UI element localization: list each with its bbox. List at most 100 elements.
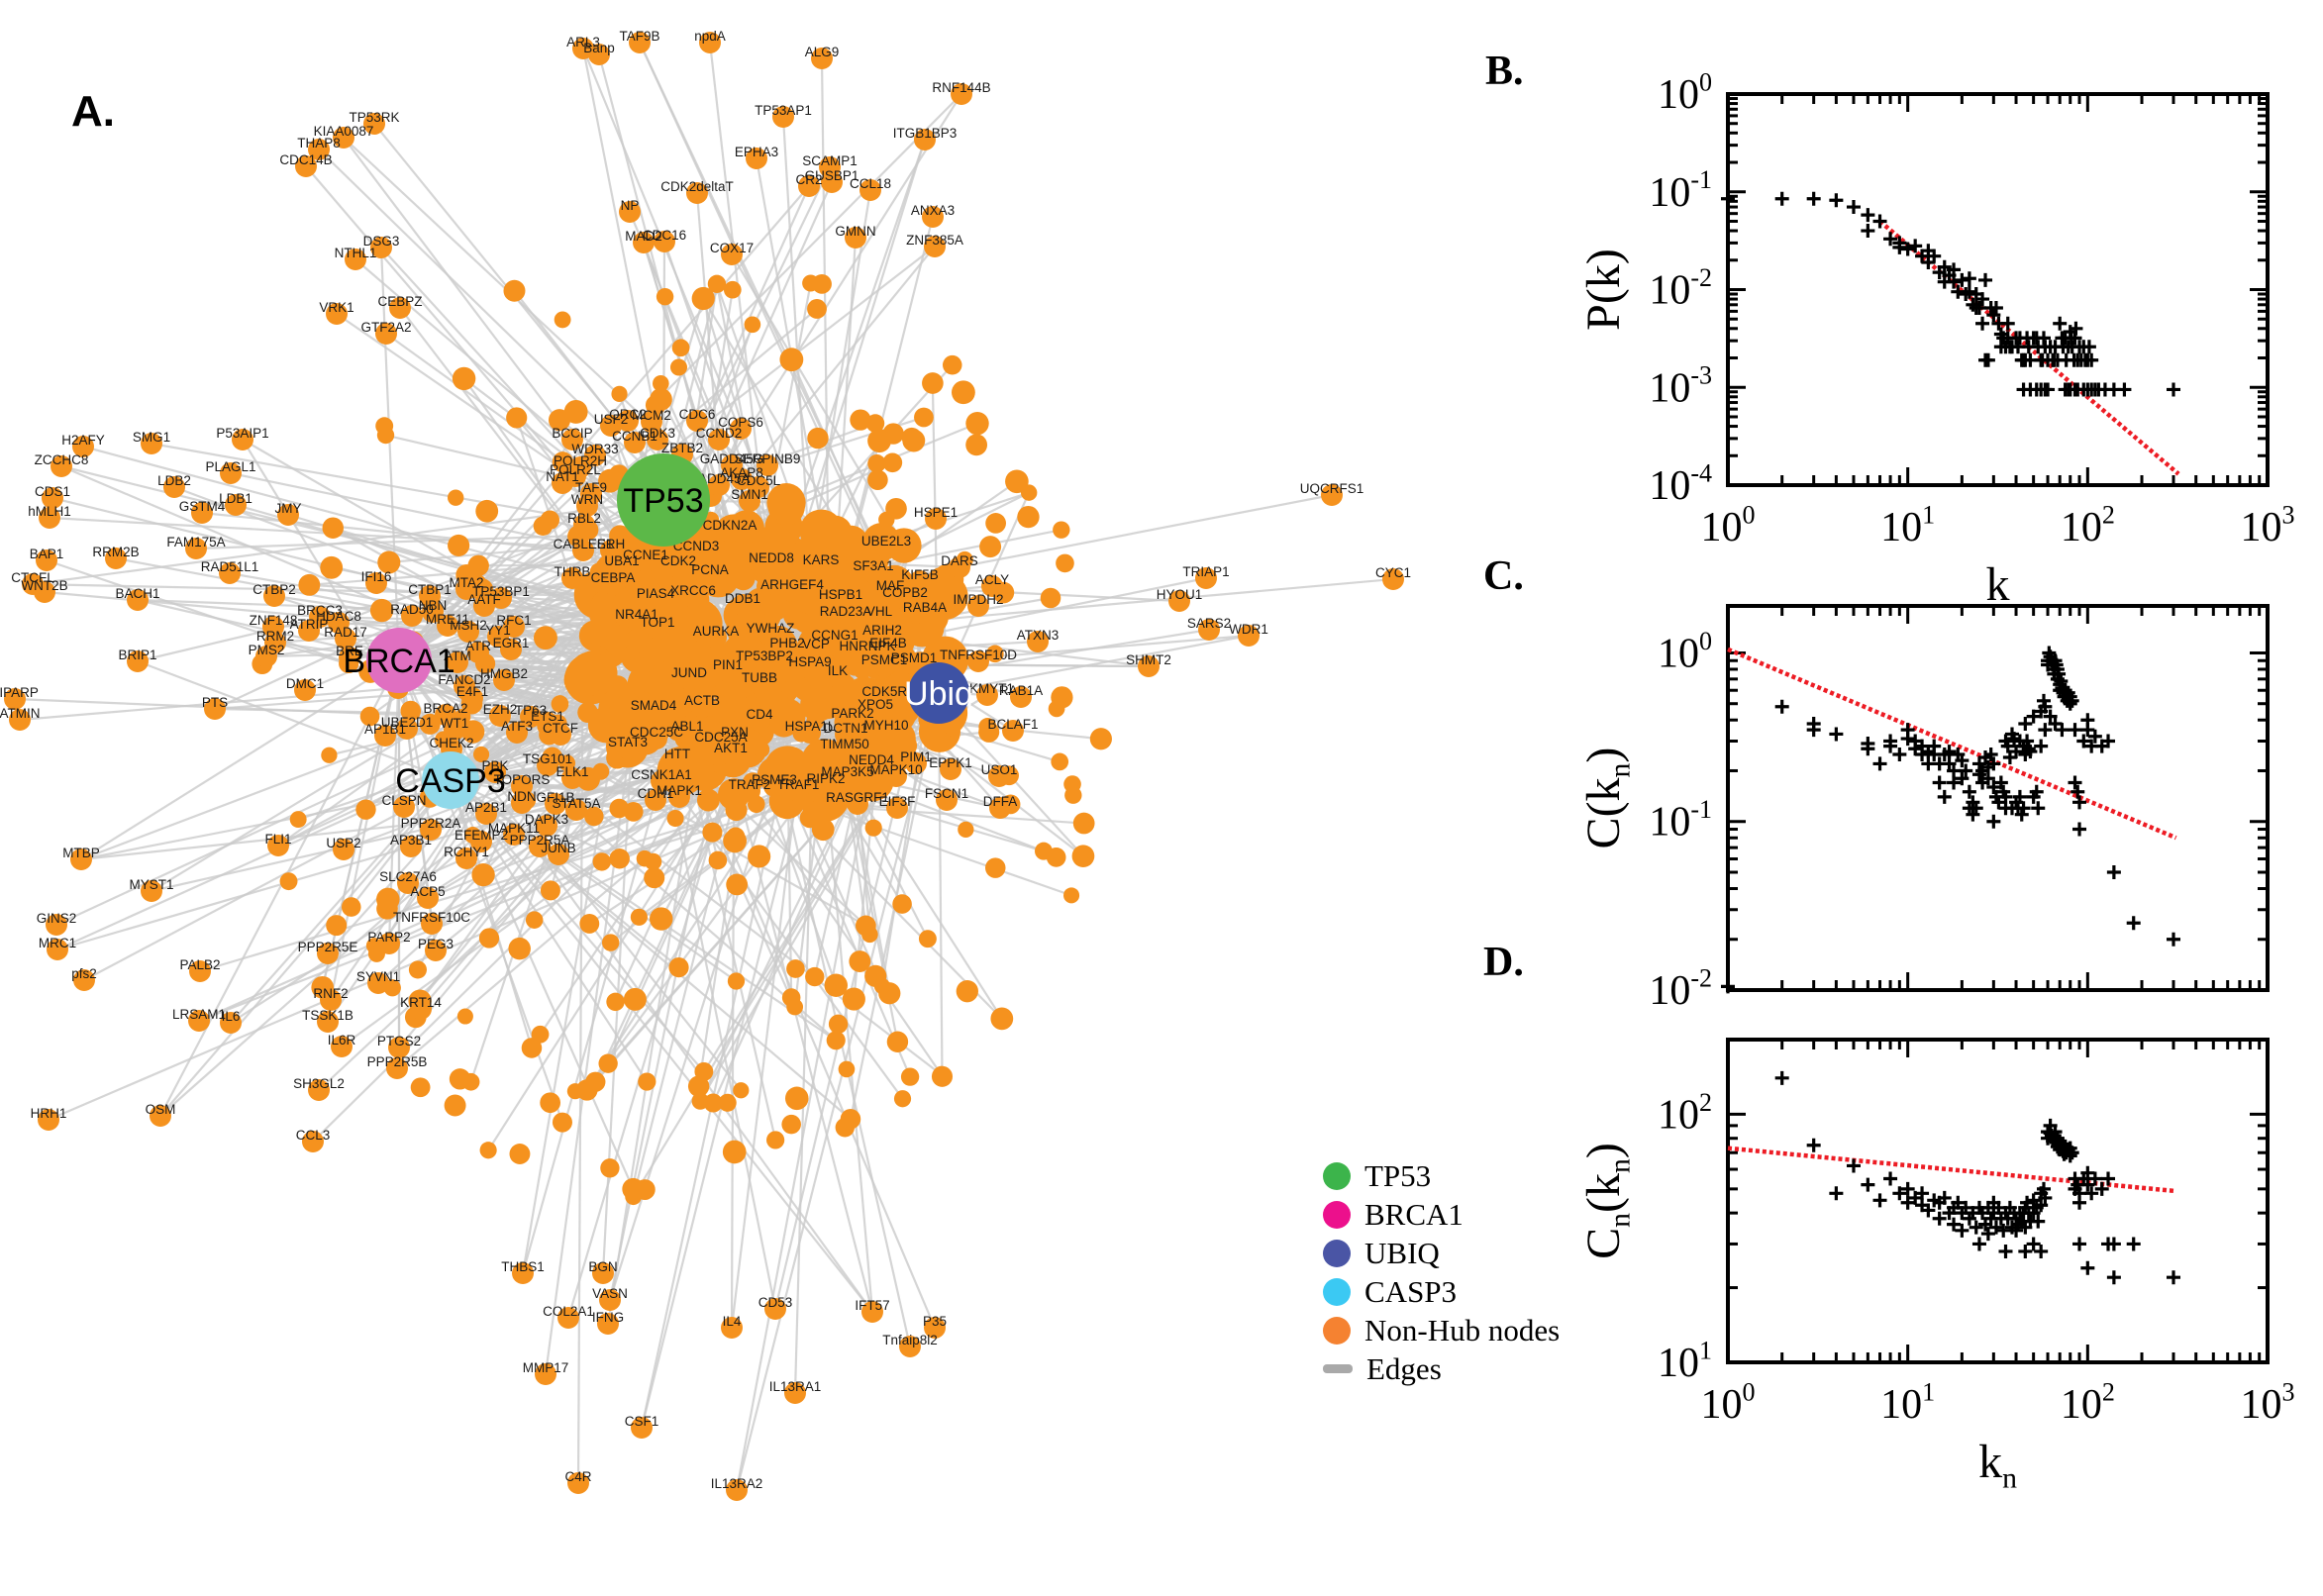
network-node	[756, 576, 776, 596]
network-node	[760, 553, 782, 575]
scatter-point	[1774, 1070, 1789, 1085]
network-node	[363, 113, 385, 135]
legend-label: Edges	[1366, 1350, 1442, 1386]
node-label: E4F1	[456, 684, 488, 699]
node-label: NAT1	[546, 469, 579, 484]
node-label: CEBPA	[591, 570, 636, 585]
network-node	[448, 534, 470, 557]
network-node	[967, 595, 989, 617]
y-tick-label: 10-1	[1649, 165, 1712, 216]
scatter-point	[2043, 709, 2058, 724]
network-node	[899, 1336, 921, 1357]
network-node	[730, 418, 752, 440]
node-label: RNF144B	[932, 80, 990, 95]
node-label: PIN1	[713, 657, 743, 672]
node-label: MTA2	[449, 575, 483, 590]
network-node	[561, 567, 583, 589]
node-label: CABLES1	[554, 537, 614, 551]
node-label: POLR2H	[554, 453, 607, 468]
network-edge	[159, 659, 400, 1117]
node-label: UBA1	[604, 553, 639, 568]
network-node	[630, 908, 648, 926]
network-node	[1020, 484, 1038, 501]
network-node	[545, 793, 566, 815]
network-node	[623, 987, 647, 1011]
network-node	[561, 767, 583, 789]
node-label: DCTN1	[823, 721, 867, 736]
scatter-point	[1806, 191, 1821, 206]
network-node	[410, 1077, 431, 1098]
node-label: CDK5R1	[861, 684, 914, 699]
node-label: DARS	[941, 553, 978, 568]
scatter-point	[1947, 1217, 1962, 1232]
node-label: NR4A1	[615, 607, 658, 622]
node-label: FANCD2	[438, 672, 490, 687]
network-node	[511, 792, 533, 814]
network-edge	[397, 659, 635, 1190]
scatter-point	[1962, 271, 1976, 286]
scatter-point	[2087, 729, 2102, 744]
network-node	[141, 880, 162, 902]
node-label: ZCCHC8	[35, 452, 89, 467]
node-label: ORC2	[609, 407, 647, 422]
network-node	[536, 815, 557, 837]
panel-label-b: B.	[1485, 49, 1524, 94]
network-node	[967, 650, 989, 672]
node-label: TNFRSF10C	[393, 910, 470, 925]
hub-node-casp3	[422, 751, 479, 809]
hub-node-tp53	[617, 453, 710, 547]
node-label: SERPINB9	[735, 451, 801, 466]
node-label: JUND	[671, 665, 707, 680]
scatter-point	[2076, 734, 2091, 748]
network-node	[188, 1010, 210, 1032]
network-node	[893, 1090, 912, 1108]
network-node	[457, 621, 479, 643]
network-node	[444, 719, 465, 741]
network-node	[779, 348, 804, 372]
node-label: PTS	[202, 695, 228, 710]
network-node	[520, 706, 542, 728]
network-node	[386, 1057, 408, 1079]
node-label: TP53RK	[349, 110, 399, 125]
network-node	[867, 453, 886, 473]
chart-C: 100 10-1 10-2 C(kn​)	[1577, 604, 2270, 1014]
network-node	[824, 973, 849, 997]
scatter-point	[2072, 822, 2087, 837]
node-label: PARP2	[367, 930, 410, 945]
node-label: CR2	[795, 172, 822, 187]
node-label: IL13RA2	[711, 1476, 763, 1491]
node-label: RASGRF1	[826, 790, 889, 805]
node-label: CTCF	[543, 721, 578, 736]
node-label: COX17	[710, 241, 754, 255]
network-node	[437, 615, 458, 637]
scatter-point	[1980, 771, 1995, 786]
scatter-point	[2167, 1270, 2181, 1285]
node-label: BRCA2	[423, 701, 467, 716]
edge-swatch-icon	[1323, 1364, 1353, 1373]
network-node	[686, 182, 708, 204]
network-node	[508, 937, 531, 960]
scatter-point	[2021, 742, 2036, 756]
node-label: ABL1	[670, 719, 703, 734]
panel-label-d: D.	[1483, 940, 1524, 985]
node-label: SMG1	[133, 430, 170, 445]
network-node	[630, 656, 651, 677]
node-label: CCL18	[850, 176, 891, 191]
node-label: KIAA0087	[314, 124, 374, 139]
node-label: CCND3	[673, 539, 720, 553]
network-node	[766, 1131, 785, 1149]
network-node	[682, 586, 704, 608]
scatter-point	[1955, 771, 1970, 786]
node-label: ZNF385A	[906, 233, 963, 248]
scatter-point	[2065, 693, 2079, 708]
node-label: SARS2	[1187, 616, 1231, 631]
network-node	[935, 640, 959, 664]
node-label: DMC1	[286, 676, 324, 691]
network-node	[232, 429, 253, 450]
scatter-point	[1986, 814, 2001, 829]
scatter-point	[1872, 214, 1887, 229]
scatter-point	[2000, 316, 2015, 331]
network-node	[389, 297, 411, 319]
network-node	[189, 960, 211, 982]
node-label: GFI1B	[536, 790, 574, 805]
